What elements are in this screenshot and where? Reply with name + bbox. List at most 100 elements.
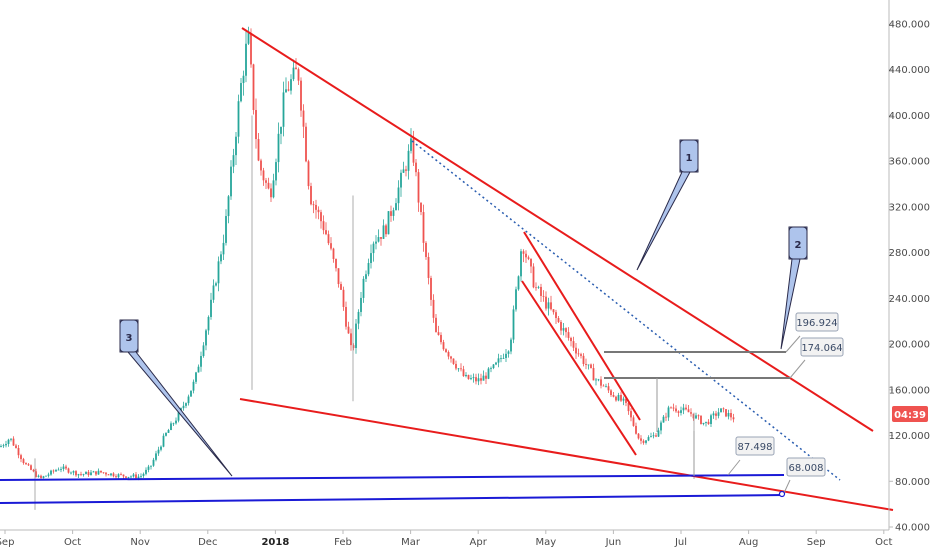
- callout-2: 2: [780, 226, 808, 350]
- svg-text:3: 3: [126, 333, 133, 344]
- candle-body: [197, 366, 200, 373]
- support-line-upper: [0, 474, 785, 481]
- candle-body: [462, 369, 465, 377]
- candle-body: [512, 309, 515, 340]
- candle-body: [532, 266, 535, 288]
- candle-body: [417, 172, 420, 203]
- candle-body: [107, 474, 110, 476]
- candle-body: [190, 390, 192, 397]
- candle-body: [5, 443, 7, 446]
- candle-body: [207, 316, 210, 331]
- candle-body: [662, 416, 665, 423]
- candle-body: [712, 413, 715, 416]
- candle-body: [85, 471, 87, 475]
- candle-body: [37, 475, 40, 477]
- candle-body: [205, 330, 207, 346]
- candle-body: [227, 196, 230, 217]
- candle-body: [65, 466, 67, 469]
- candle-body: [80, 474, 82, 475]
- candle-body: [605, 386, 607, 388]
- y-tick-label: 120.000: [889, 431, 930, 442]
- candle-body: [325, 230, 327, 235]
- candle-body: [397, 187, 400, 204]
- candle-body: [20, 455, 22, 460]
- anchor-dot-68: [778, 490, 786, 498]
- candle-body: [552, 309, 555, 313]
- candle-body: [502, 357, 505, 359]
- candle-body: [615, 396, 617, 401]
- candle-body: [265, 180, 267, 183]
- candle-body: [595, 379, 597, 381]
- price-label-174: 174.064: [800, 337, 844, 357]
- candle-body: [567, 332, 570, 338]
- candle-body: [485, 375, 487, 379]
- candle-body: [545, 296, 547, 309]
- candle-body: [365, 274, 367, 279]
- candle-body: [30, 465, 32, 470]
- candle-body: [612, 395, 615, 397]
- drawings-layer: 196.924 174.064 87.498 68.008 1 2 3: [0, 27, 894, 511]
- candle-body: [682, 407, 685, 411]
- candle-body: [495, 362, 497, 365]
- candle-body: [585, 363, 587, 365]
- candle-body: [657, 430, 660, 437]
- candle-body: [182, 405, 185, 409]
- candle-body: [452, 358, 455, 364]
- y-tick-label: 160.000: [889, 385, 930, 396]
- candle-body: [247, 33, 250, 44]
- candle-body: [732, 417, 735, 420]
- candle-body: [465, 374, 467, 377]
- candle-body: [257, 139, 260, 161]
- x-tick-label: Oct: [64, 537, 81, 548]
- candle-body: [360, 297, 362, 312]
- candle-body: [510, 339, 512, 352]
- candle-body: [335, 258, 337, 269]
- candle-body: [230, 166, 232, 197]
- candle-body: [222, 242, 225, 255]
- candle-body: [112, 473, 115, 477]
- candle-body: [242, 75, 245, 84]
- candle-body: [145, 469, 147, 474]
- candle-body: [202, 345, 205, 357]
- candle-body: [437, 332, 440, 335]
- candle-body: [62, 466, 65, 469]
- x-tick-label: Oct: [875, 537, 892, 548]
- candle-body: [557, 318, 560, 322]
- candle-body: [252, 64, 255, 110]
- candle-body: [290, 79, 292, 91]
- candle-body: [445, 349, 447, 353]
- candle-body: [185, 403, 187, 406]
- candle-body: [162, 435, 165, 447]
- candle-body: [237, 101, 240, 137]
- connector-174: [789, 359, 806, 379]
- candle-body: [135, 474, 137, 479]
- y-tick-label: 280.000: [889, 248, 930, 259]
- candle-body: [582, 355, 585, 364]
- candle-body: [580, 354, 582, 356]
- candle-body: [320, 212, 322, 222]
- candle-body: [60, 468, 62, 470]
- candle-body: [467, 374, 470, 380]
- y-axis-ticks: 480.000 440.000 400.000 360.000 320.000 280.0…: [889, 20, 930, 534]
- candle-body: [97, 470, 100, 475]
- candle-body: [637, 433, 640, 439]
- candle-body: [155, 453, 157, 460]
- candle-body: [622, 398, 625, 401]
- candle-body: [172, 423, 175, 425]
- candle-body: [420, 202, 422, 213]
- candle-body: [412, 138, 415, 163]
- candle-body: [147, 466, 150, 470]
- candle-body: [245, 43, 247, 76]
- candle-body: [642, 440, 645, 443]
- y-tick-label: 360.000: [889, 157, 930, 168]
- candle-body: [697, 415, 700, 417]
- candle-body: [355, 323, 357, 349]
- candle-body: [665, 416, 667, 418]
- x-tick-label: Feb: [334, 537, 352, 548]
- upper-trendline: [241, 27, 874, 432]
- candle-body: [232, 155, 235, 167]
- candle-body: [362, 278, 365, 298]
- candle-body: [42, 476, 45, 478]
- candle-body: [307, 161, 310, 187]
